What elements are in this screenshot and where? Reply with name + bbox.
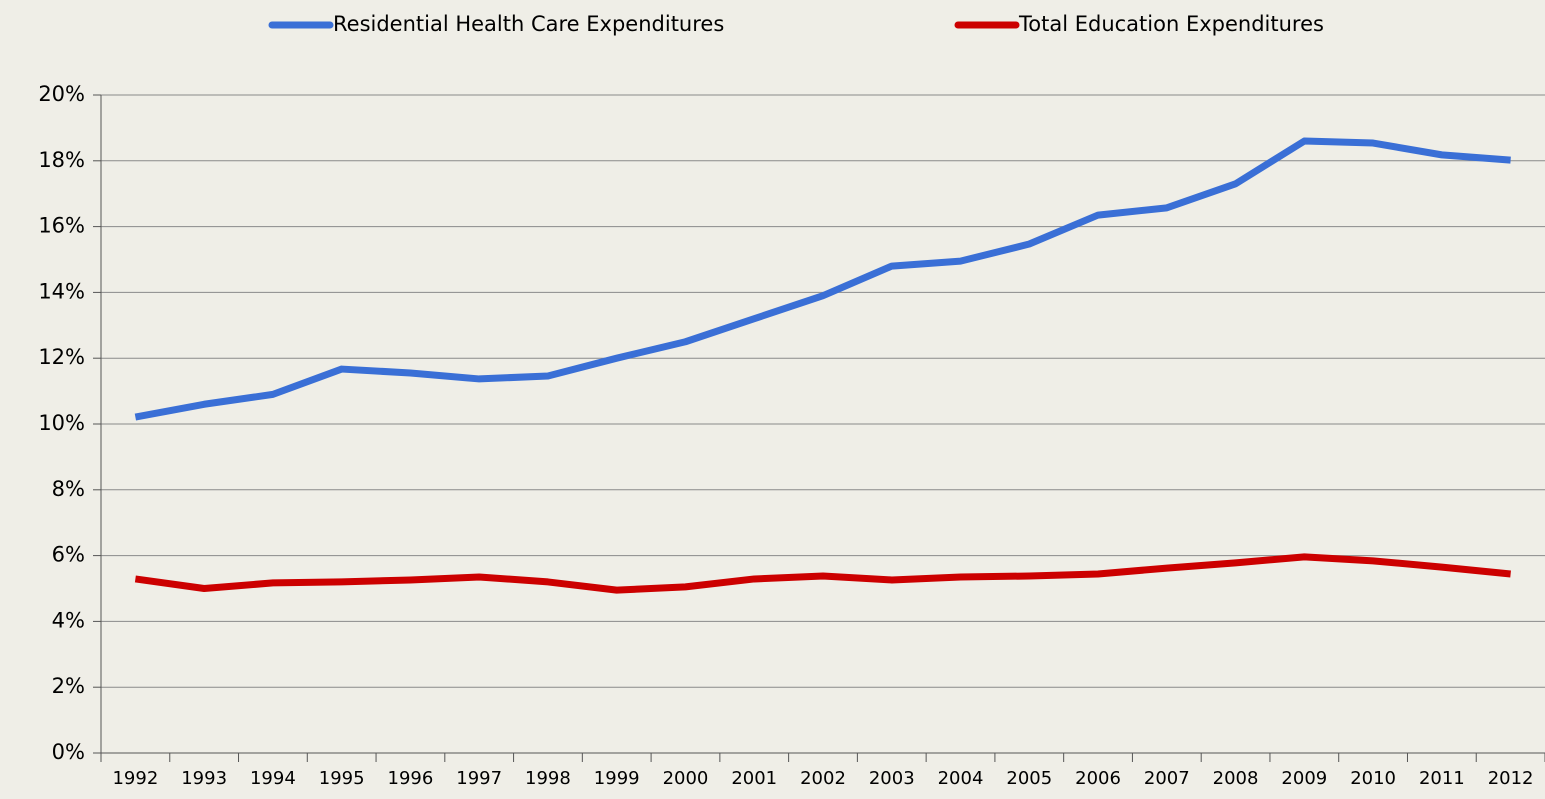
x-tick-label: 2004 xyxy=(938,768,984,789)
x-tick-label: 2006 xyxy=(1075,768,1121,789)
x-tick-label: 2000 xyxy=(663,768,709,789)
x-tick-label: 1997 xyxy=(456,768,502,789)
x-tick-label: 2012 xyxy=(1488,768,1534,789)
legend-label: Total Education Expenditures xyxy=(1018,12,1324,36)
y-tick-label: 4% xyxy=(52,608,85,632)
x-tick-label: 2008 xyxy=(1213,768,1259,789)
x-tick-label: 1995 xyxy=(319,768,365,789)
x-tick-label: 1993 xyxy=(181,768,227,789)
x-tick-label: 1996 xyxy=(388,768,434,789)
series-line xyxy=(134,137,1511,421)
y-tick-label: 0% xyxy=(52,740,85,764)
y-tick-label: 20% xyxy=(38,82,85,106)
x-tick-label: 2003 xyxy=(869,768,915,789)
x-tick-label: 2009 xyxy=(1281,768,1327,789)
x-tick-label: 1998 xyxy=(525,768,571,789)
x-tick-label: 2010 xyxy=(1350,768,1396,789)
series-line xyxy=(134,553,1511,594)
x-tick-label: 1994 xyxy=(250,768,296,789)
y-tick-label: 2% xyxy=(52,674,85,698)
y-tick-label: 6% xyxy=(52,543,85,567)
x-tick-label: 2001 xyxy=(731,768,777,789)
y-tick-label: 18% xyxy=(38,148,85,172)
y-tick-label: 8% xyxy=(52,477,85,501)
x-tick-label: 1992 xyxy=(112,768,158,789)
x-tick-label: 2011 xyxy=(1419,768,1465,789)
y-tick-label: 14% xyxy=(38,279,85,303)
x-tick-label: 1999 xyxy=(594,768,640,789)
x-tick-label: 2007 xyxy=(1144,768,1190,789)
x-tick-label: 2005 xyxy=(1006,768,1052,789)
x-tick-label: 2002 xyxy=(800,768,846,789)
y-tick-label: 12% xyxy=(38,345,85,369)
y-tick-label: 10% xyxy=(38,411,85,435)
y-tick-label: 16% xyxy=(38,214,85,238)
legend-label: Residential Health Care Expenditures xyxy=(333,12,724,36)
